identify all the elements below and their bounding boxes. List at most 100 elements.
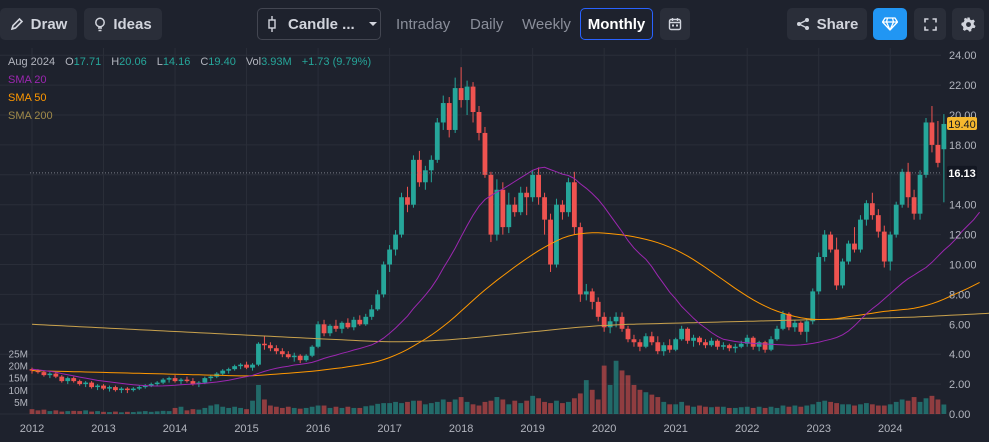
- candle-body: [154, 382, 160, 385]
- candle-body: [935, 144, 941, 163]
- volume-bar: [29, 409, 35, 414]
- volume-bar: [685, 405, 690, 414]
- volume-bar: [184, 410, 190, 414]
- candle-body: [327, 325, 333, 334]
- candle-body: [363, 316, 369, 325]
- volume-bar: [268, 405, 273, 414]
- candle-body: [744, 337, 750, 344]
- candle-body: [828, 234, 834, 250]
- volume-bar: [893, 401, 899, 414]
- candle-body: [923, 122, 929, 175]
- candle-body: [244, 364, 249, 368]
- volume-bar: [673, 404, 679, 414]
- candle-body: [762, 342, 768, 350]
- volume-bar: [411, 400, 416, 414]
- volume-bar: [166, 411, 172, 414]
- candle-body: [434, 122, 440, 160]
- price-chart[interactable]: 0.002.004.006.008.0010.0012.0014.0016.00…: [0, 48, 989, 442]
- candle-body: [941, 123, 947, 150]
- candle-body: [446, 103, 452, 130]
- volume-bar: [852, 405, 857, 414]
- volume-bar: [470, 404, 476, 414]
- volume-bar: [571, 398, 577, 414]
- candle-body: [673, 339, 679, 350]
- candle-body: [732, 346, 738, 349]
- close-key: C: [200, 56, 209, 68]
- calendar-button[interactable]: [660, 8, 690, 40]
- price-tick-label: 6.00: [949, 319, 970, 331]
- candle-body: [178, 379, 184, 382]
- candle-body: [905, 171, 911, 198]
- volume-bar: [303, 407, 309, 414]
- volume-bar: [655, 397, 661, 414]
- candle-body: [804, 321, 810, 332]
- price-tick-label: 0.00: [949, 409, 970, 421]
- sma20-label[interactable]: SMA 20: [8, 74, 47, 86]
- candle-body: [631, 339, 637, 343]
- candle-body: [571, 182, 577, 228]
- volume-bar: [715, 406, 720, 414]
- candle-body: [77, 381, 83, 385]
- interval-daily[interactable]: Daily: [470, 15, 504, 33]
- price-tick-label: 18.00: [949, 140, 977, 152]
- volume-bar: [154, 411, 160, 414]
- candle-body: [685, 328, 690, 341]
- candle-body: [124, 388, 130, 391]
- volume-bar: [726, 407, 732, 414]
- price-tick-label: 12.00: [949, 230, 977, 242]
- open-value: 17.71: [73, 56, 102, 68]
- interval-weekly[interactable]: Weekly: [522, 15, 571, 33]
- interval-monthly[interactable]: Monthly: [580, 8, 653, 40]
- candle-body: [864, 203, 869, 220]
- ideas-button[interactable]: Ideas: [84, 8, 162, 40]
- candle-body: [506, 204, 512, 228]
- time-tick-label: 2020: [592, 423, 616, 435]
- volume-bar: [422, 404, 428, 414]
- candle-body: [524, 192, 530, 198]
- high-value: 20.06: [119, 56, 147, 68]
- candle-body: [375, 294, 381, 310]
- volume-bar: [887, 404, 893, 414]
- volume-bar: [619, 370, 625, 414]
- candle-body: [583, 291, 589, 295]
- candle-body: [834, 249, 839, 286]
- candle-body: [929, 122, 935, 145]
- price-tick-label: 4.00: [949, 349, 970, 361]
- candle-body: [172, 378, 178, 382]
- candle-body: [518, 192, 524, 213]
- volume-bar: [393, 401, 398, 414]
- candle-body: [387, 249, 392, 265]
- volume-bar: [911, 397, 917, 414]
- open-key: O: [65, 56, 74, 68]
- settings-button[interactable]: [952, 8, 984, 40]
- candle-body: [482, 132, 488, 175]
- volume-bar: [577, 393, 583, 414]
- draw-button[interactable]: Draw: [0, 8, 77, 40]
- volume-bar: [220, 406, 226, 414]
- fullscreen-button[interactable]: [914, 8, 946, 40]
- volume-bar: [530, 395, 536, 414]
- volume-bar: [720, 406, 726, 414]
- volume-bar: [941, 404, 947, 414]
- volume-bar: [667, 404, 673, 414]
- candle-body: [566, 182, 571, 213]
- volume-bar: [613, 360, 619, 414]
- candle-body: [691, 337, 696, 341]
- price-tick-label: 8.00: [949, 289, 970, 301]
- share-button[interactable]: Share: [787, 8, 867, 40]
- price-tick-label: 14.00: [949, 200, 977, 212]
- candle-body: [339, 322, 345, 329]
- volume-bar: [881, 405, 887, 414]
- premium-button[interactable]: [873, 8, 907, 40]
- volume-bar: [595, 399, 601, 414]
- time-tick-label: 2021: [663, 423, 687, 435]
- volume-bar: [119, 412, 124, 414]
- sma50-label[interactable]: SMA 50: [8, 92, 47, 104]
- interval-intraday[interactable]: Intraday: [396, 15, 451, 33]
- candle-body: [589, 291, 595, 302]
- volume-bar: [834, 403, 839, 414]
- volume-bar: [583, 380, 589, 414]
- chart-type-dropdown[interactable]: Candle ...: [257, 8, 381, 40]
- sma200-label[interactable]: SMA 200: [8, 110, 53, 122]
- candle-body: [268, 345, 273, 349]
